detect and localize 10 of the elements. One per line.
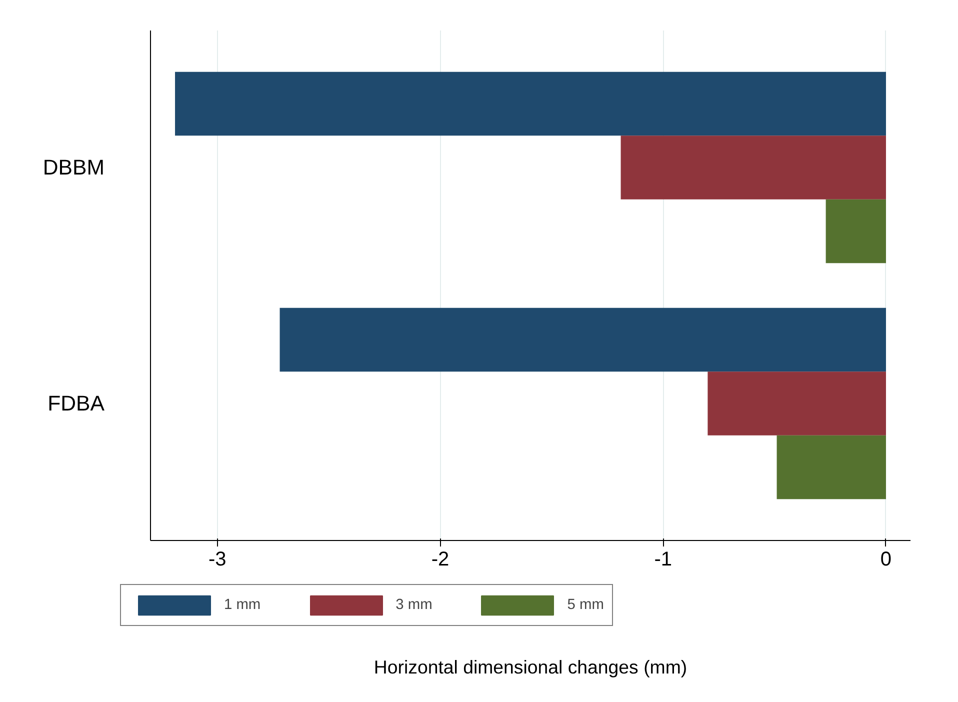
x-axis-title: Horizontal dimensional changes (mm) [374,656,688,678]
y-tick-label: FDBA [48,392,106,416]
legend-label: 1 mm [224,597,261,613]
x-tick-label: 0 [880,548,892,570]
x-tick-label: -1 [654,548,672,570]
x-tick-label: -2 [431,548,450,570]
x-tick-label: -3 [208,548,226,570]
legend-label: 3 mm [396,597,432,613]
legend-label: 5 mm [567,597,604,613]
y-tick-label: DBBM [42,155,105,180]
